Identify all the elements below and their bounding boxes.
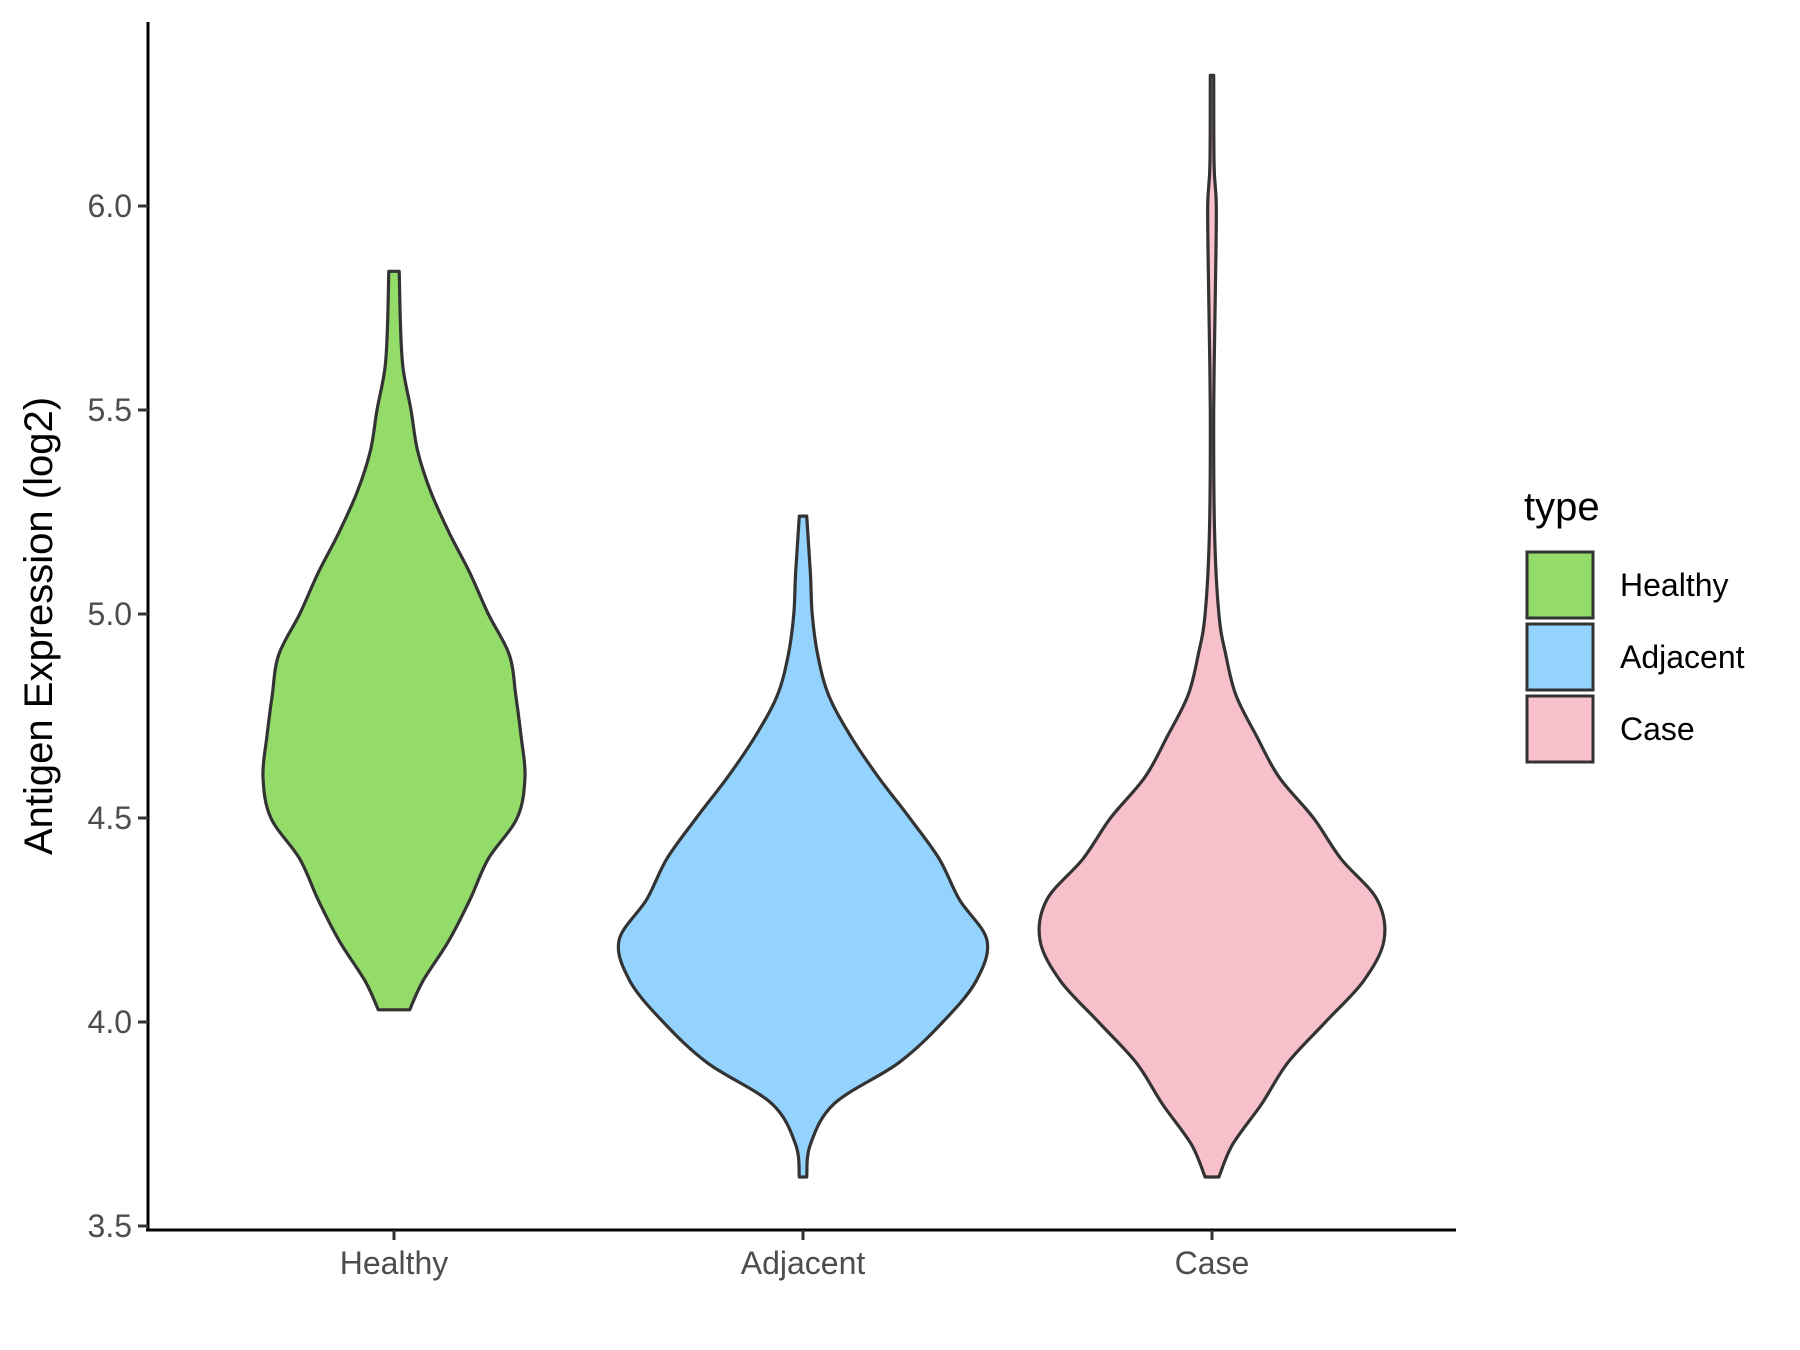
y-tick-label: 4.0 bbox=[88, 1004, 132, 1040]
y-tick-label: 6.0 bbox=[88, 188, 132, 224]
legend-label: Case bbox=[1620, 711, 1695, 747]
x-axis: Healthy Adjacent Case bbox=[146, 1228, 1456, 1281]
y-tick-label: 5.0 bbox=[88, 596, 132, 632]
y-axis: 3.5 4.0 4.5 5.0 5.5 6.0 bbox=[88, 22, 150, 1244]
y-tick-label: 5.5 bbox=[88, 392, 132, 428]
violin-layer bbox=[261, 73, 1387, 1179]
legend: type Healthy Adjacent Case bbox=[1524, 485, 1745, 764]
y-tick-label: 3.5 bbox=[88, 1208, 132, 1244]
x-tick-label: Case bbox=[1175, 1245, 1250, 1281]
legend-swatch bbox=[1525, 550, 1595, 620]
violin-adjacent bbox=[616, 514, 990, 1179]
violin-healthy bbox=[261, 269, 527, 1012]
legend-label: Adjacent bbox=[1620, 639, 1745, 675]
x-tick-label: Adjacent bbox=[741, 1245, 866, 1281]
x-tick-label: Healthy bbox=[340, 1245, 449, 1281]
legend-title: type bbox=[1524, 485, 1600, 529]
y-tick-label: 4.5 bbox=[88, 800, 132, 836]
legend-label: Healthy bbox=[1620, 567, 1729, 603]
legend-swatch bbox=[1525, 694, 1595, 764]
y-axis-title: Antigen Expression (log2) bbox=[17, 397, 61, 855]
legend-swatch bbox=[1525, 622, 1595, 692]
violin-case bbox=[1037, 73, 1387, 1179]
